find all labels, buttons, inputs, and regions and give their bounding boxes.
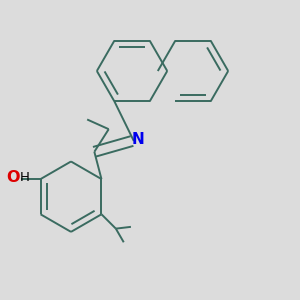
Text: H: H <box>20 171 29 184</box>
Text: O: O <box>6 170 19 185</box>
Text: N: N <box>132 132 145 147</box>
